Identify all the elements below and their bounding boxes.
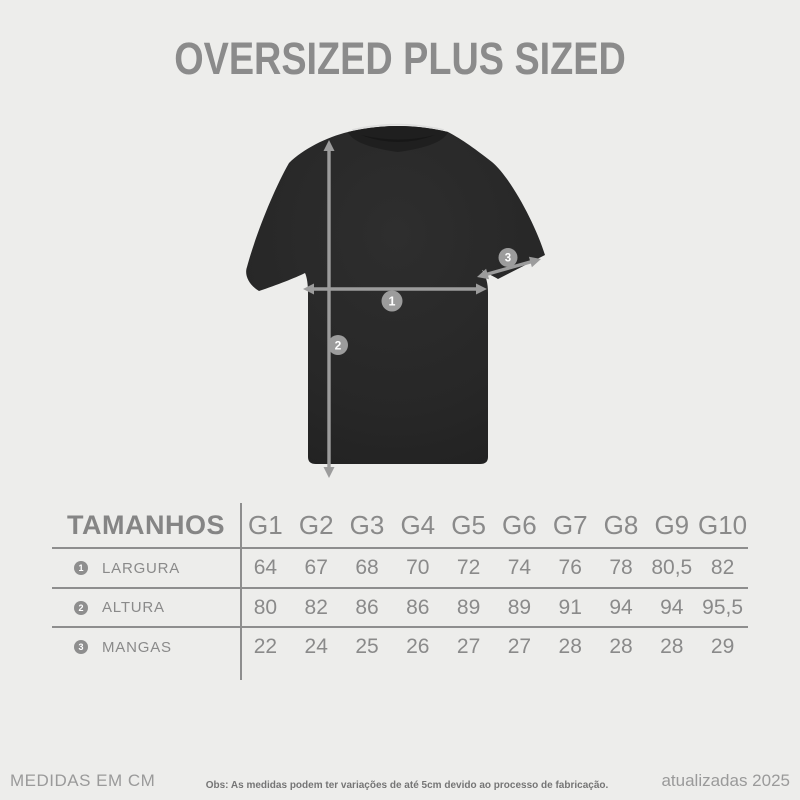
table-header-row: TAMANHOS G1 G2 G3 G4 G5 G6 G7 G8 G9 G10 <box>52 503 748 549</box>
size-header-g5: G5 <box>451 509 486 540</box>
table-cell: 67 <box>304 556 328 579</box>
table-cell: 91 <box>558 595 582 619</box>
table-cell: 28 <box>660 635 684 658</box>
marker-2: 2 <box>335 338 342 352</box>
units-note: MEDIDAS EM CM <box>10 771 156 790</box>
table-cell: 72 <box>456 556 481 579</box>
table-cell: 86 <box>355 595 379 619</box>
table-row-mangas: 3 MANGAS 22 24 25 26 27 27 28 28 28 29 <box>52 628 748 666</box>
measurement-arrows <box>303 140 541 478</box>
table-cell: 80,5 <box>651 556 693 579</box>
table-cell: 94 <box>609 595 633 619</box>
row-label-cell: 1 LARGURA <box>52 560 240 577</box>
table-cell: 74 <box>507 556 532 579</box>
table-cell: 78 <box>609 556 633 579</box>
size-header-g6: G6 <box>502 509 537 540</box>
table-cell: 94 <box>660 595 684 619</box>
size-header-g3: G3 <box>349 509 385 540</box>
size-header-g4: G4 <box>400 509 436 540</box>
table-cell: 89 <box>507 595 532 619</box>
table-cell: 26 <box>406 635 430 658</box>
size-header-g1: G1 <box>248 509 283 540</box>
table-cell: 95,5 <box>702 595 744 619</box>
table-cell: 22 <box>253 635 278 658</box>
collar <box>348 126 448 152</box>
size-header-g7: G7 <box>552 509 588 540</box>
size-header-g2: G2 <box>298 509 334 540</box>
row-3-label: MANGAS <box>102 638 172 656</box>
table-cell: 80 <box>253 595 278 619</box>
size-header-g8: G8 <box>603 509 639 540</box>
row-label-cell: 3 MANGAS <box>52 639 240 656</box>
table-vertical-divider <box>240 503 242 680</box>
table-cell: 86 <box>406 595 430 619</box>
table-cell: 82 <box>710 556 735 579</box>
page-title: OVERSIZED PLUS SIZED <box>174 33 626 84</box>
marker-1: 1 <box>389 295 396 309</box>
table-cell: 27 <box>507 635 532 658</box>
size-header-g10: G10 <box>698 509 748 540</box>
table-cell: 89 <box>456 595 481 619</box>
table-cell: 25 <box>355 635 379 658</box>
table-cell: 64 <box>253 556 278 579</box>
table-cell: 82 <box>304 595 328 619</box>
table-row-largura: 1 LARGURA 64 67 68 70 72 74 76 78 80,5 8… <box>52 549 748 589</box>
table-cell: 27 <box>456 635 481 658</box>
row-2-label: ALTURA <box>102 599 165 616</box>
updated-note: atualizadas 2025 <box>661 771 790 790</box>
table-cell: 68 <box>355 556 379 579</box>
table-cell: 29 <box>710 635 735 658</box>
row-3-badge: 3 <box>74 640 88 654</box>
table-title: TAMANHOS <box>67 509 225 540</box>
table-row-altura: 2 ALTURA 80 82 86 86 89 89 91 94 94 95,5 <box>52 589 748 628</box>
marker-badges: 1 2 3 <box>328 248 518 355</box>
marker-3: 3 <box>505 253 511 265</box>
tolerance-note: Obs: As medidas podem ter variações de a… <box>205 780 609 791</box>
size-header-g9: G9 <box>654 509 690 540</box>
collar-highlight <box>351 123 445 131</box>
row-label-cell: 2 ALTURA <box>52 599 240 616</box>
table-cell: 28 <box>609 635 633 658</box>
table-cell: 76 <box>558 556 582 579</box>
sleeve-arrow <box>485 259 533 277</box>
table-cell: 70 <box>406 556 430 579</box>
size-table: TAMANHOS G1 G2 G3 G4 G5 G6 G7 G8 G9 G10 … <box>52 503 748 680</box>
row-2-badge: 2 <box>74 600 88 615</box>
row-1-label: LARGURA <box>102 559 181 577</box>
table-cell: 24 <box>304 635 328 658</box>
neck-hole <box>361 135 435 142</box>
row-1-badge: 1 <box>74 561 88 575</box>
table-cell: 28 <box>558 635 582 658</box>
tshirt-diagram: 1 2 3 <box>246 123 545 478</box>
